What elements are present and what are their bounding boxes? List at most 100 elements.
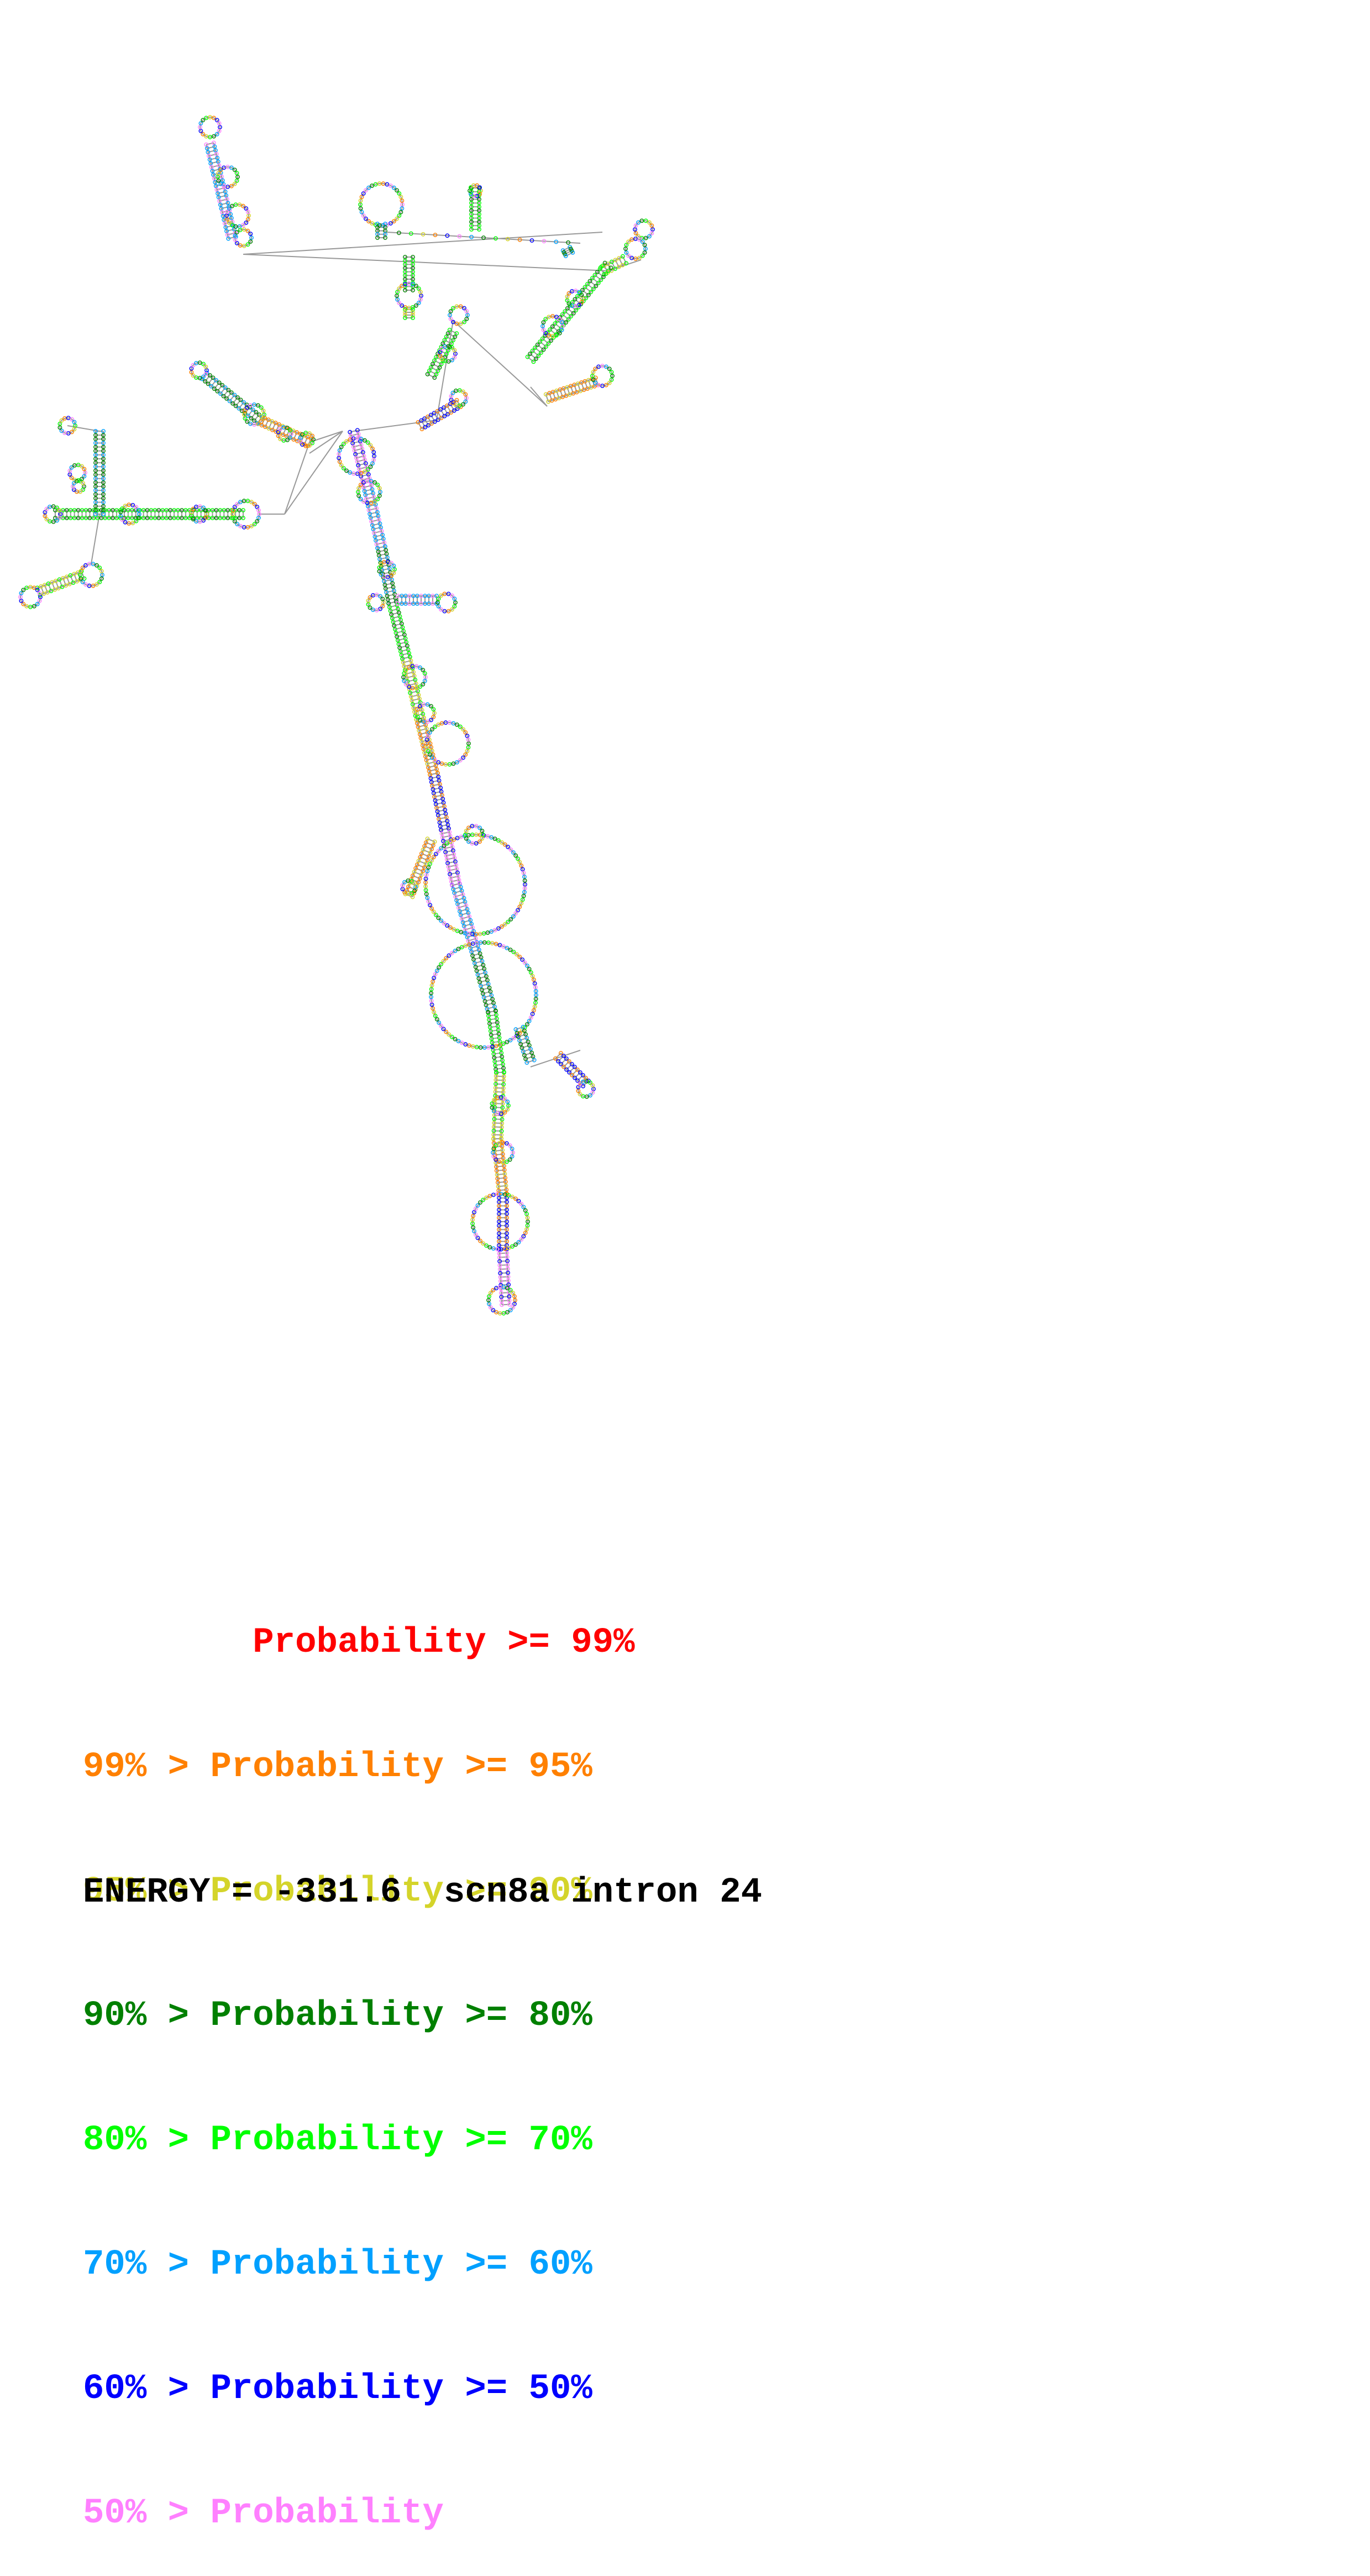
base-marker <box>82 467 87 472</box>
backbone-segment <box>587 284 594 290</box>
base-marker <box>211 375 216 380</box>
legend-row: 90% > Probability >= 80% <box>83 1996 635 2037</box>
base-marker <box>433 758 437 763</box>
base-marker <box>458 304 463 309</box>
base-marker <box>389 221 393 226</box>
base-marker <box>421 869 426 873</box>
base-marker <box>368 605 372 610</box>
base-marker <box>407 684 411 689</box>
base-marker <box>543 317 548 322</box>
backbone-segment <box>250 412 257 419</box>
base-marker <box>411 307 415 312</box>
backbone-segment <box>436 320 454 421</box>
base-marker <box>358 497 363 501</box>
backbone-segment <box>303 437 308 444</box>
backbone-segment <box>564 250 573 255</box>
base-marker <box>411 313 415 317</box>
hairpin-loop <box>20 587 41 608</box>
base-marker <box>348 470 353 475</box>
base-marker <box>487 1193 492 1198</box>
base-marker <box>554 315 559 320</box>
base-marker <box>482 1045 487 1050</box>
base-marker <box>414 862 419 867</box>
backbone-segment <box>494 1126 502 1128</box>
base-marker <box>385 182 390 187</box>
base-marker <box>538 339 543 344</box>
base-marker <box>516 1034 521 1039</box>
base-marker <box>528 352 532 356</box>
base-marker <box>501 1078 506 1083</box>
base-marker <box>563 309 568 314</box>
base-marker <box>500 924 504 929</box>
base-marker <box>221 182 226 187</box>
base-marker <box>465 748 470 753</box>
base-marker <box>491 1150 495 1155</box>
backbone-segment <box>353 444 361 448</box>
base-marker <box>640 253 645 258</box>
base-marker <box>464 317 469 321</box>
base-marker <box>492 928 497 933</box>
base-marker <box>411 670 416 674</box>
base-marker <box>458 724 463 729</box>
base-marker <box>480 987 484 992</box>
base-marker <box>101 448 106 453</box>
base-marker <box>249 523 254 528</box>
base-marker <box>361 191 366 196</box>
backbone-segment <box>229 394 235 402</box>
base-marker <box>204 116 208 121</box>
base-marker <box>593 366 598 371</box>
base-marker <box>469 922 474 926</box>
base-marker <box>417 876 422 881</box>
backbone-segment <box>449 329 457 334</box>
base-marker <box>429 704 433 709</box>
base-marker <box>498 1279 503 1284</box>
base-marker <box>395 188 399 193</box>
base-marker <box>500 840 504 845</box>
base-marker <box>438 349 443 354</box>
base-marker <box>426 854 431 859</box>
backbone-segment <box>611 261 616 269</box>
backbone-segment <box>495 1103 503 1104</box>
base-marker <box>410 282 415 286</box>
base-marker <box>211 172 216 177</box>
backbone-segment <box>447 857 455 860</box>
base-marker <box>610 259 614 264</box>
base-marker <box>368 595 372 600</box>
hairpin-loop <box>396 283 422 308</box>
base-marker <box>500 1105 505 1110</box>
base-marker <box>255 505 260 509</box>
backbone-segment <box>389 604 397 608</box>
base-marker <box>256 421 261 426</box>
base-marker <box>521 1234 526 1239</box>
backbone-segment <box>516 1026 523 1030</box>
base-marker <box>623 247 628 251</box>
base-marker <box>400 883 405 888</box>
base-marker <box>579 292 584 297</box>
backbone-segment <box>356 455 364 459</box>
base-marker <box>418 684 422 689</box>
base-marker <box>600 264 605 268</box>
base-marker <box>137 512 141 516</box>
base-marker <box>493 1090 498 1094</box>
base-marker <box>233 233 238 238</box>
base-marker <box>241 203 245 208</box>
base-marker <box>506 919 511 924</box>
base-marker <box>570 1062 574 1067</box>
base-marker <box>408 690 413 695</box>
base-marker <box>123 504 128 509</box>
backbone-segment <box>59 579 63 587</box>
base-marker <box>500 1148 505 1153</box>
base-marker <box>422 844 427 849</box>
base-marker <box>370 446 375 451</box>
base-marker <box>233 231 238 235</box>
backbone-segment <box>242 404 248 411</box>
base-marker <box>101 444 106 449</box>
backbone-segment <box>419 856 428 861</box>
backbone-segment <box>549 329 557 335</box>
backbone-segment <box>431 779 439 783</box>
base-marker <box>459 930 464 935</box>
backbone-segment <box>435 357 444 362</box>
base-marker <box>494 1310 498 1315</box>
base-marker <box>465 734 470 739</box>
base-marker <box>474 936 478 941</box>
